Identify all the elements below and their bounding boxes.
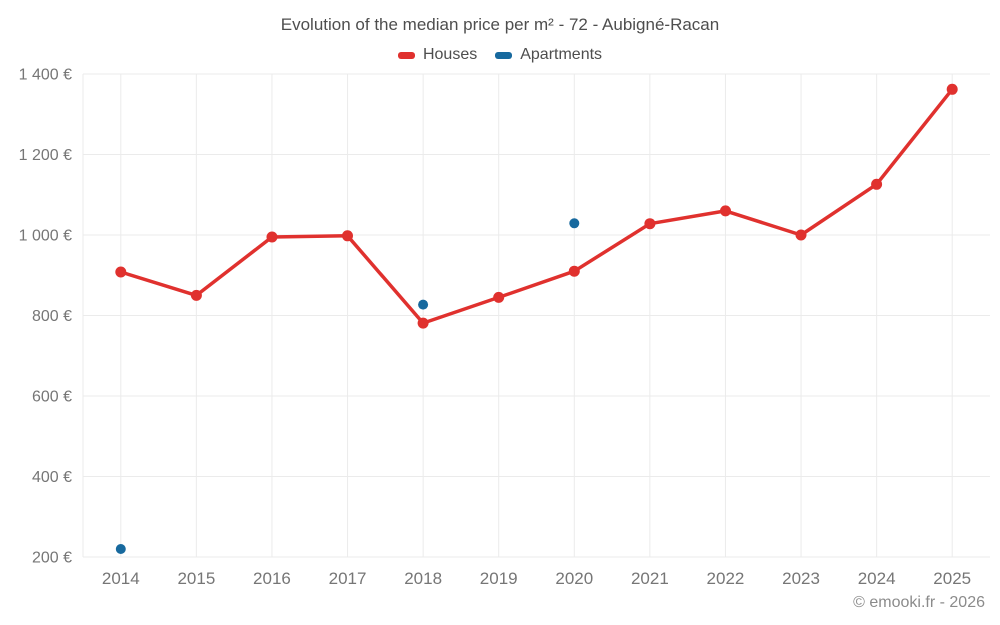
y-tick-label: 1 400 € <box>19 67 72 84</box>
x-tick-label: 2016 <box>253 569 291 588</box>
apartments-point[interactable] <box>115 544 126 554</box>
chart-title: Evolution of the median price per m² - 7… <box>280 15 720 34</box>
x-tick-label: 2014 <box>102 569 140 588</box>
houses-point[interactable] <box>417 317 429 329</box>
houses-point[interactable] <box>644 218 656 230</box>
x-tick-label: 2023 <box>782 569 820 588</box>
legend-label-apartments: Apartments <box>520 46 603 63</box>
x-tick-label: 2015 <box>177 569 215 588</box>
x-tick-label: 2024 <box>858 569 896 588</box>
houses-line <box>119 87 954 325</box>
legend-item-houses[interactable]: Houses <box>397 46 478 64</box>
houses-point[interactable] <box>720 205 731 217</box>
y-tick-label: 1 000 € <box>19 228 72 245</box>
x-tick-label: 2025 <box>933 569 971 588</box>
apartments-point[interactable] <box>569 218 580 229</box>
y-tick-label: 400 € <box>32 469 72 486</box>
legend-item-apartments[interactable]: Apartments <box>495 46 602 64</box>
chart-legend: Houses Apartments <box>0 46 1000 64</box>
x-tick-label: 2019 <box>480 569 518 588</box>
houses-point[interactable] <box>266 231 278 243</box>
houses-point[interactable] <box>115 266 127 278</box>
y-tick-label: 200 € <box>32 550 72 567</box>
houses-swatch-icon <box>397 51 415 59</box>
houses-point[interactable] <box>568 265 580 277</box>
houses-point[interactable] <box>795 229 807 241</box>
apartments-swatch-icon <box>495 51 513 59</box>
houses-point[interactable] <box>871 178 883 190</box>
watermark: © emooki.fr - 2026 <box>853 594 985 611</box>
x-tick-label: 2017 <box>329 569 367 588</box>
houses-point[interactable] <box>342 230 353 242</box>
x-tick-label: 2018 <box>404 569 442 588</box>
houses-point[interactable] <box>946 83 958 95</box>
x-tick-label: 2020 <box>555 569 593 588</box>
y-tick-label: 1 200 € <box>19 147 72 164</box>
y-tick-label: 600 € <box>32 389 72 406</box>
y-tick-label: 800 € <box>32 308 72 325</box>
x-tick-label: 2021 <box>631 569 669 588</box>
houses-point[interactable] <box>190 289 202 301</box>
houses-point[interactable] <box>493 291 505 303</box>
apartments-point[interactable] <box>418 299 429 310</box>
x-tick-label: 2022 <box>707 569 745 588</box>
legend-label-houses: Houses <box>422 46 478 63</box>
